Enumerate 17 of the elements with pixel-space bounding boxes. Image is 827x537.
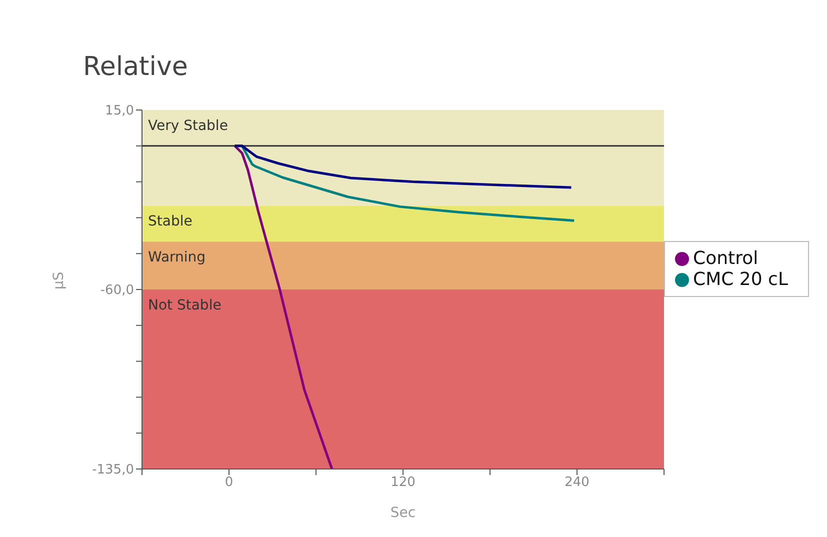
legend-label: Control xyxy=(693,248,758,268)
x-tick-label: 240 xyxy=(564,475,590,490)
chart-title: Relative xyxy=(83,52,188,82)
band-label: Not Stable xyxy=(148,298,222,314)
band-label: Stable xyxy=(148,214,192,230)
legend-label: CMC 20 cL xyxy=(693,268,788,290)
line-series xyxy=(234,144,334,469)
x-axis-title: Sec xyxy=(390,505,416,521)
band-label: Very Stable xyxy=(148,118,228,134)
y-tick-label: -60,0 xyxy=(100,283,134,298)
x-tick-label: 0 xyxy=(224,475,234,490)
y-axis-title: μS xyxy=(50,272,67,290)
x-tick-label: 120 xyxy=(390,475,416,490)
line-series xyxy=(234,144,572,189)
band-label: Warning xyxy=(148,250,206,266)
y-tick-label: -135,0 xyxy=(92,462,134,478)
y-tick-label: 15,0 xyxy=(105,104,134,119)
